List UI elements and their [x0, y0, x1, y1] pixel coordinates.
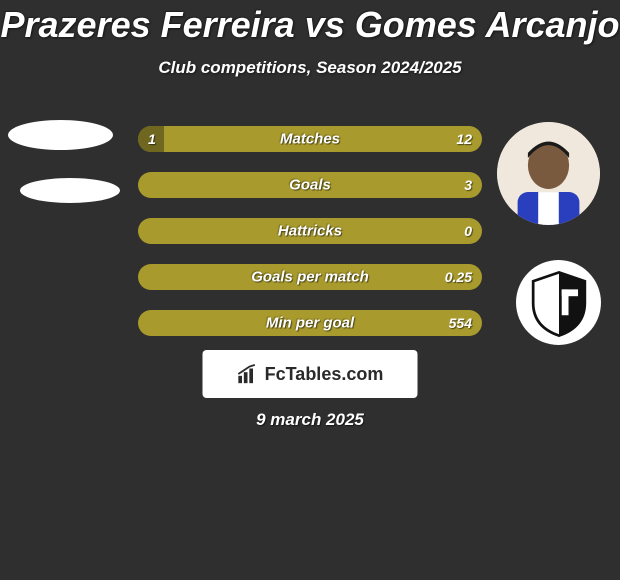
player1-avatar [8, 120, 113, 150]
source-logo: FcTables.com [203, 350, 418, 398]
bar-right-value: 0.25 [445, 269, 472, 285]
bar-label: Hattricks [138, 223, 482, 240]
page-title: Prazeres Ferreira vs Gomes Arcanjo [0, 0, 620, 44]
player1-club-logo [20, 178, 120, 203]
comparison-bars: 1 Matches 12 Goals 3 Hattricks 0 Goals p… [138, 126, 482, 356]
bar-right-value: 0 [464, 223, 472, 239]
bar-label: Goals per match [138, 269, 482, 286]
bar-row: Goals per match 0.25 [138, 264, 482, 290]
bar-row: Min per goal 554 [138, 310, 482, 336]
player2-club-logo [516, 260, 601, 345]
comparison-infographic: Prazeres Ferreira vs Gomes Arcanjo Club … [0, 0, 620, 580]
bar-chart-icon [237, 363, 259, 385]
date-text: 9 march 2025 [0, 410, 620, 430]
bar-right-value: 3 [464, 177, 472, 193]
bar-right-value: 554 [449, 315, 472, 331]
player2-avatar [497, 122, 600, 225]
shield-icon [525, 269, 593, 337]
bar-label: Goals [138, 177, 482, 194]
person-icon [497, 122, 600, 225]
bar-right-value: 12 [456, 131, 472, 147]
bar-row: Goals 3 [138, 172, 482, 198]
subtitle: Club competitions, Season 2024/2025 [0, 58, 620, 78]
bar-row: 1 Matches 12 [138, 126, 482, 152]
bar-label: Matches [138, 131, 482, 148]
bar-row: Hattricks 0 [138, 218, 482, 244]
bar-label: Min per goal [138, 315, 482, 332]
source-logo-text: FcTables.com [265, 364, 384, 385]
